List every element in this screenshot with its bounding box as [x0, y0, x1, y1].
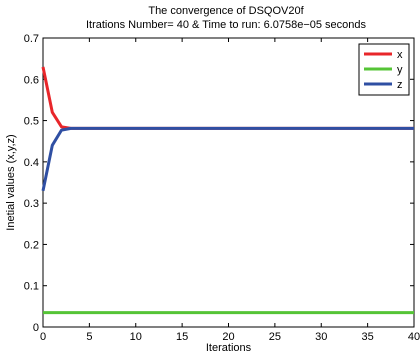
x-tick-label: 25 [269, 331, 281, 343]
x-tick-label: 30 [315, 331, 327, 343]
x-tick-label: 5 [86, 331, 92, 343]
y-tick-label: 0.7 [24, 33, 39, 45]
y-tick-label: 0.5 [24, 116, 39, 128]
y-axis-ticks: 0 0.1 0.2 0.3 0.4 0.5 0.6 0.7 [24, 33, 414, 334]
y-tick-label: 0.3 [24, 198, 39, 210]
y-tick-label: 0.4 [24, 157, 39, 169]
y-tick-label: 0.1 [24, 281, 39, 293]
chart-title: The convergence of DSQOV20f [148, 5, 304, 17]
legend-label-z: z [397, 79, 403, 91]
legend-label-x: x [397, 49, 403, 61]
x-tick-label: 35 [362, 331, 374, 343]
plot-area: 0 5 10 15 20 25 30 35 40 0 0.1 0.2 0.3 0.4 0.5 0.6 0.7 [24, 33, 420, 343]
x-tick-label: 20 [222, 331, 234, 343]
x-axis-ticks: 0 5 10 15 20 25 30 35 40 [40, 38, 420, 343]
y-tick-label: 0.6 [24, 74, 39, 86]
x-tick-label: 15 [176, 331, 188, 343]
x-axis-label: Iterations [206, 342, 252, 353]
legend-label-y: y [397, 64, 403, 76]
legend: xyz [358, 43, 410, 96]
x-tick-label: 0 [40, 331, 46, 343]
x-tick-label: 40 [408, 331, 420, 343]
chart-subtitle: Itrations Number= 40 & Time to run: 6.07… [86, 19, 367, 31]
plot-frame [42, 37, 415, 328]
y-tick-label: 0.2 [24, 239, 39, 251]
x-tick-label: 10 [130, 331, 142, 343]
y-tick-label: 0 [33, 322, 39, 334]
y-axis-label: Inetial values (x,y,z) [5, 134, 17, 230]
series-line-z [41, 126, 414, 192]
series-lines [41, 66, 414, 315]
